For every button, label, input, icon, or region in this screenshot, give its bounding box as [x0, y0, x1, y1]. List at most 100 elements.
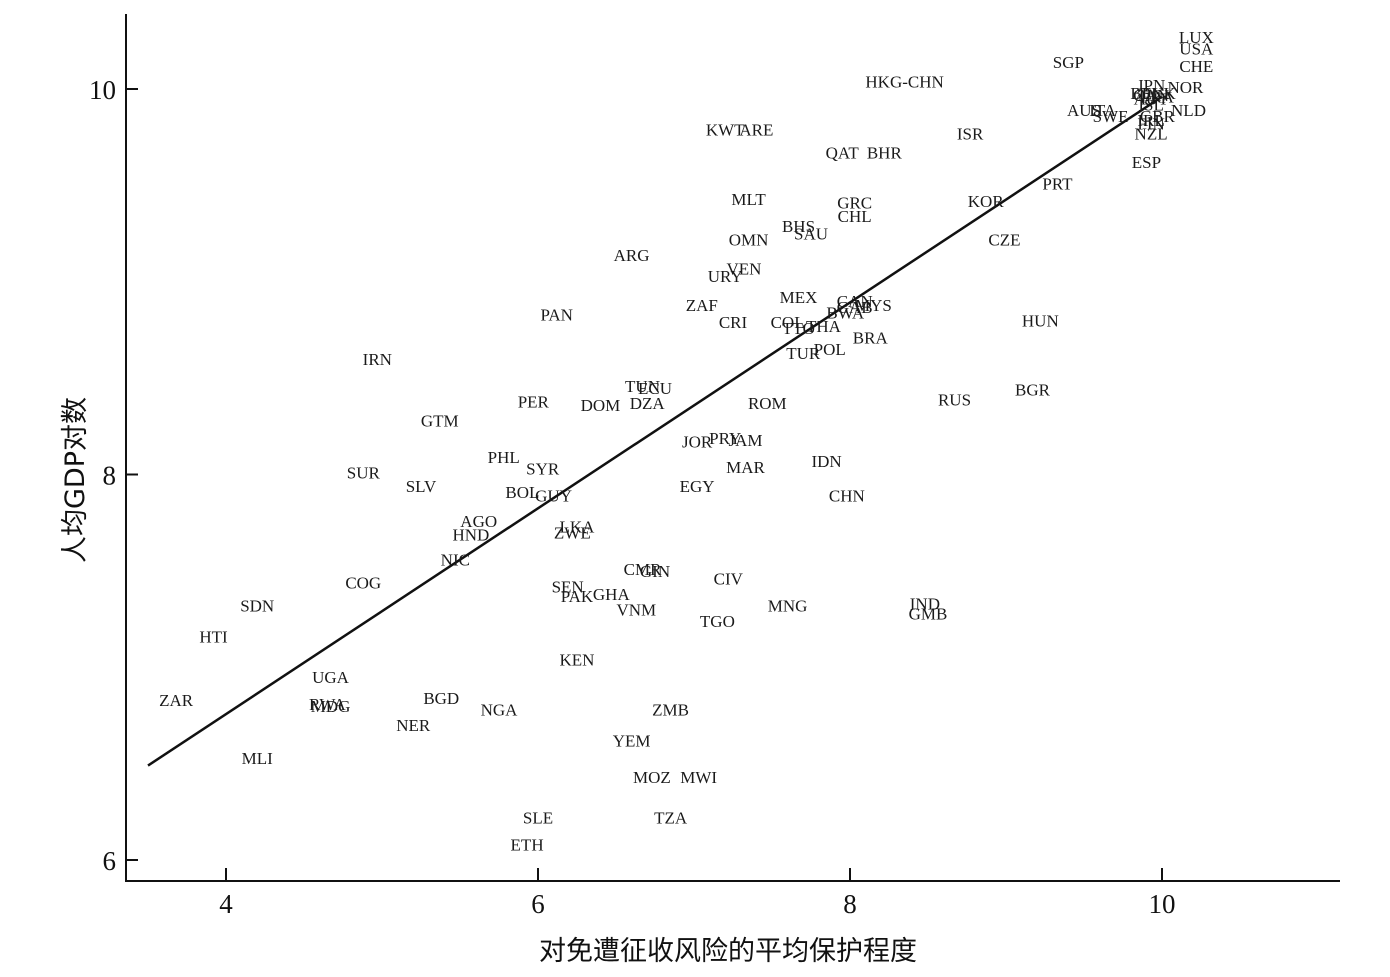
point-label-bwa: BWA	[826, 304, 865, 323]
point-label-grc: GRC	[837, 194, 872, 213]
point-label-syr: SYR	[526, 460, 560, 479]
point-label-sen: SEN	[552, 577, 584, 596]
point-label-zmb: ZMB	[652, 701, 689, 720]
point-label-tza: TZA	[654, 809, 688, 828]
point-label-bgd: BGD	[423, 689, 459, 708]
x-tick-label: 8	[843, 889, 857, 919]
point-label-ven: VEN	[726, 259, 761, 278]
point-label-cmr: CMR	[624, 560, 662, 579]
point-label-nic: NIC	[441, 550, 470, 569]
point-label-mwi: MWI	[680, 768, 717, 787]
point-label-phl: PHL	[488, 448, 520, 467]
point-label-tto: TTO	[782, 319, 815, 338]
point-label-egy: EGY	[680, 477, 715, 496]
point-label-nor: NOR	[1167, 78, 1204, 97]
point-label-bhs: BHS	[782, 217, 815, 236]
point-label-moz: MOZ	[633, 768, 671, 787]
point-label-pry: PRY	[709, 429, 741, 448]
point-label-cri: CRI	[719, 313, 748, 332]
point-label-cog: COG	[345, 573, 381, 592]
point-label-sau: SAU	[794, 225, 828, 244]
point-label-per: PER	[518, 392, 550, 411]
point-label-dnk: DNK	[1139, 84, 1177, 103]
point-label-bgr: BGR	[1015, 381, 1051, 400]
fit-line	[147, 95, 1163, 767]
point-label-rwa: RWA	[309, 695, 347, 714]
point-label-uga: UGA	[312, 668, 350, 687]
point-label-cze: CZE	[988, 230, 1020, 249]
point-label-aut: AUT	[1134, 90, 1170, 109]
point-label-gmb: GMB	[909, 604, 948, 623]
point-label-sdn: SDN	[240, 597, 274, 616]
point-label-isl: ISL	[1138, 95, 1164, 114]
y-tick-label: 6	[103, 846, 117, 876]
point-label-arg: ARG	[614, 246, 650, 265]
point-label-can: CAN	[837, 292, 873, 311]
point-label-lka: LKA	[560, 518, 596, 537]
point-label-ago: AGO	[460, 512, 497, 531]
point-label-mng: MNG	[768, 597, 808, 616]
point-label-are: ARE	[739, 120, 773, 139]
x-tick-label: 10	[1149, 889, 1176, 919]
point-label-col: COL	[771, 313, 805, 332]
point-label-aus: AUS	[1067, 101, 1101, 120]
point-label-slv: SLV	[406, 477, 437, 496]
y-ticks: 6 8 10	[89, 75, 138, 876]
point-label-tun: TUN	[625, 377, 660, 396]
point-label-mdg: MDG	[311, 697, 351, 716]
point-label-hti: HTI	[199, 627, 228, 646]
x-ticks: 4 6 8 10	[219, 868, 1176, 919]
point-label-mlt: MLT	[731, 190, 766, 209]
point-label-pol: POL	[814, 340, 846, 359]
point-label-hnd: HND	[452, 525, 489, 544]
point-label-jpn: JPN	[1137, 76, 1165, 95]
point-label-pan: PAN	[540, 306, 572, 325]
point-label-pak: PAK	[561, 587, 594, 606]
point-label-vnm: VNM	[616, 600, 656, 619]
point-label-prt: PRT	[1042, 174, 1073, 193]
point-label-che: CHE	[1179, 57, 1213, 76]
point-label-eth: ETH	[511, 836, 544, 855]
point-label-sgp: SGP	[1053, 53, 1084, 72]
point-label-fra: FRA	[1141, 88, 1175, 107]
point-label-can: CAN	[1133, 86, 1169, 105]
point-label-irl: IRL	[1137, 111, 1164, 130]
point-label-hkg-chn: HKG-CHN	[865, 72, 943, 91]
point-label-rom: ROM	[748, 394, 787, 413]
point-label-qat: QAT	[826, 144, 860, 163]
point-label-lux: LUX	[1179, 28, 1214, 47]
x-axis-label: 对免遭征收风险的平均保护程度	[539, 936, 917, 967]
point-label-kor: KOR	[968, 192, 1005, 211]
point-label-guy: GUY	[535, 487, 572, 506]
point-label-zar: ZAR	[159, 691, 194, 710]
point-label-gin: GIN	[640, 562, 670, 581]
point-label-gha: GHA	[593, 585, 631, 604]
x-tick-label: 6	[531, 889, 545, 919]
point-label-zwe: ZWE	[554, 523, 591, 542]
point-label-mar: MAR	[726, 458, 765, 477]
point-label-gab: GAB	[837, 298, 873, 317]
y-axis-label: 人均GDP对数	[60, 397, 91, 563]
point-label-tha: THA	[806, 317, 842, 336]
point-label-mys: MYS	[855, 296, 892, 315]
point-label-rus: RUS	[938, 390, 971, 409]
point-label-gtm: GTM	[421, 412, 459, 431]
point-label-bhr: BHR	[867, 144, 903, 163]
point-label-zaf: ZAF	[686, 296, 718, 315]
point-label-ury: URY	[708, 267, 743, 286]
point-label-nzl: NZL	[1135, 124, 1168, 143]
x-tick-label: 4	[219, 889, 233, 919]
y-tick-label: 10	[89, 75, 116, 105]
point-label-irn: IRN	[363, 350, 392, 369]
point-label-omn: OMN	[729, 230, 769, 249]
point-label-jam: JAM	[728, 431, 762, 450]
point-label-bel: BEL	[1130, 84, 1162, 103]
point-label-sle: SLE	[523, 809, 553, 828]
point-label-swe: SWE	[1093, 107, 1129, 126]
point-label-sur: SUR	[347, 464, 381, 483]
point-label-bol: BOL	[505, 483, 539, 502]
point-label-gbr: GBR	[1140, 107, 1176, 126]
point-label-chl: CHL	[838, 207, 872, 226]
point-label-esp: ESP	[1132, 153, 1161, 172]
